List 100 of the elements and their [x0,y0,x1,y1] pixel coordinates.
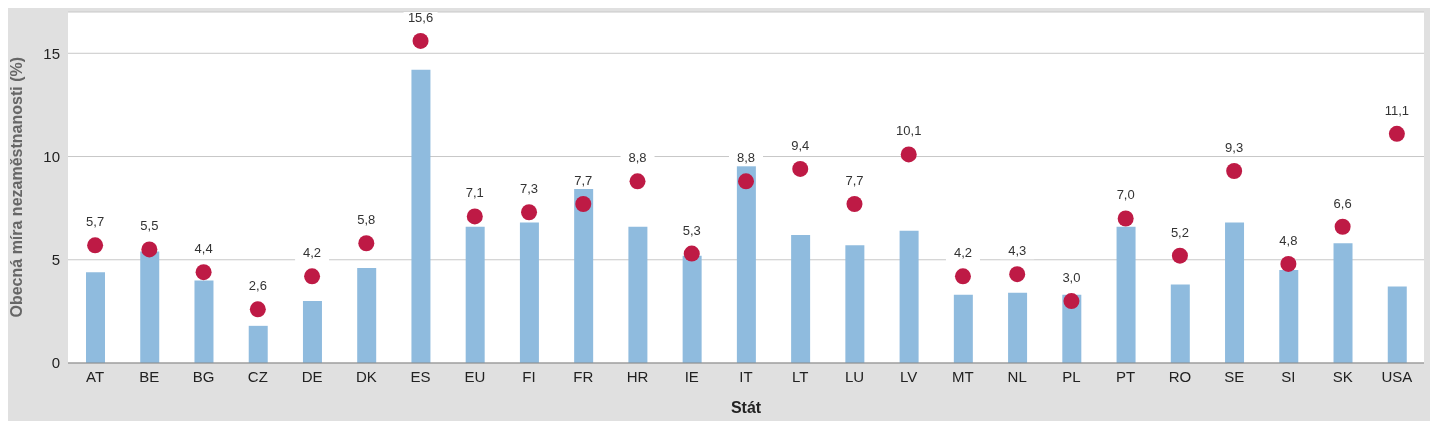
x-tick-label: ES [410,367,431,385]
y-axis-title: Obecná míra nezaměstnanosti (%) [7,56,25,318]
point [900,146,917,163]
bar [194,280,214,363]
point [521,204,538,221]
data-label: 9,3 [1225,139,1244,155]
x-tick-label: NL [1007,367,1027,385]
bar [845,245,865,363]
x-tick-label: LU [844,367,865,385]
bar [357,268,377,363]
x-tick-label: HR [626,367,649,385]
point [1009,266,1026,283]
point [1334,218,1351,235]
point [683,245,700,262]
x-tick-label: USA [1381,367,1413,385]
bar [628,226,648,363]
point [1226,162,1243,179]
data-label: 7,3 [520,181,539,197]
x-tick-label: SE [1224,367,1245,385]
data-label: 4,2 [953,245,972,261]
data-label: 5,7 [86,214,105,230]
bar [302,301,322,363]
data-label: 15,6 [407,9,434,25]
x-tick-label: IE [684,367,699,385]
data-label: 7,7 [845,173,864,189]
bar [1387,286,1407,363]
y-tick-label: 5 [51,251,60,269]
data-label: 5,2 [1170,224,1189,240]
point [846,196,863,213]
data-label: 9,4 [791,137,810,153]
point [195,264,212,281]
bar [411,69,431,363]
point [304,268,321,285]
point [629,173,646,190]
bar [86,272,105,363]
x-tick-label: EU [464,367,486,385]
x-tick-label: RO [1168,367,1192,385]
data-label: 7,0 [1116,187,1135,203]
data-label: 11,1 [1384,102,1410,118]
bar [791,234,811,363]
bar [1116,226,1136,363]
x-tick-label: FR [573,367,594,385]
x-tick-label: AT [86,367,105,385]
y-tick-label: 10 [43,147,60,165]
bar [1170,284,1190,363]
x-tick-label: PT [1116,367,1136,385]
bar [519,222,539,363]
data-label: 7,7 [574,173,593,189]
bar [953,294,973,363]
x-tick-label: MT [952,367,974,385]
x-tick-label: LT [792,367,809,385]
x-axis-title: Stát [730,399,762,416]
point [1280,255,1297,272]
bar [1279,270,1299,363]
data-label: 6,6 [1333,195,1352,211]
point [1063,293,1080,310]
point [738,173,754,190]
x-tick-label: CZ [247,367,268,385]
x-tick-label: SI [1281,367,1296,385]
x-tick-label: SK [1332,367,1353,385]
bar [1008,292,1028,363]
x-tick-label: BE [139,367,160,385]
bar [1333,243,1353,363]
point [954,268,971,285]
point [575,196,592,213]
y-tick-label: 15 [43,44,60,62]
x-tick-label: BG [192,367,215,385]
x-tick-label: FI [522,367,536,385]
data-label: 5,8 [357,212,376,228]
data-label: 4,4 [194,241,213,257]
data-label: 4,3 [1008,243,1027,259]
bar [248,325,268,363]
bar [682,255,702,363]
point [141,241,158,258]
data-label: 2,6 [248,278,267,294]
bar [140,251,160,363]
point [792,160,809,177]
bar [574,187,594,363]
x-tick-label: DE [301,367,323,385]
point [412,32,429,49]
data-label: 5,3 [682,222,701,238]
bar [1225,222,1245,363]
bar [899,230,919,363]
x-tick-label: PL [1062,367,1081,385]
point [466,208,483,225]
data-label: 8,8 [736,150,756,166]
point [87,237,104,254]
point [249,301,266,318]
data-label: 4,8 [1279,232,1298,248]
data-label: 8,8 [628,150,647,166]
data-label: 5,5 [140,218,159,234]
data-label: 3,0 [1062,270,1081,286]
data-label: 7,1 [465,185,484,201]
data-label: 4,2 [303,245,322,261]
point [358,235,375,252]
x-tick-label: DK [355,367,377,385]
bar [465,226,485,363]
x-tick-label: IT [739,367,753,385]
point [1388,125,1405,142]
y-tick-label: 0 [51,354,60,372]
